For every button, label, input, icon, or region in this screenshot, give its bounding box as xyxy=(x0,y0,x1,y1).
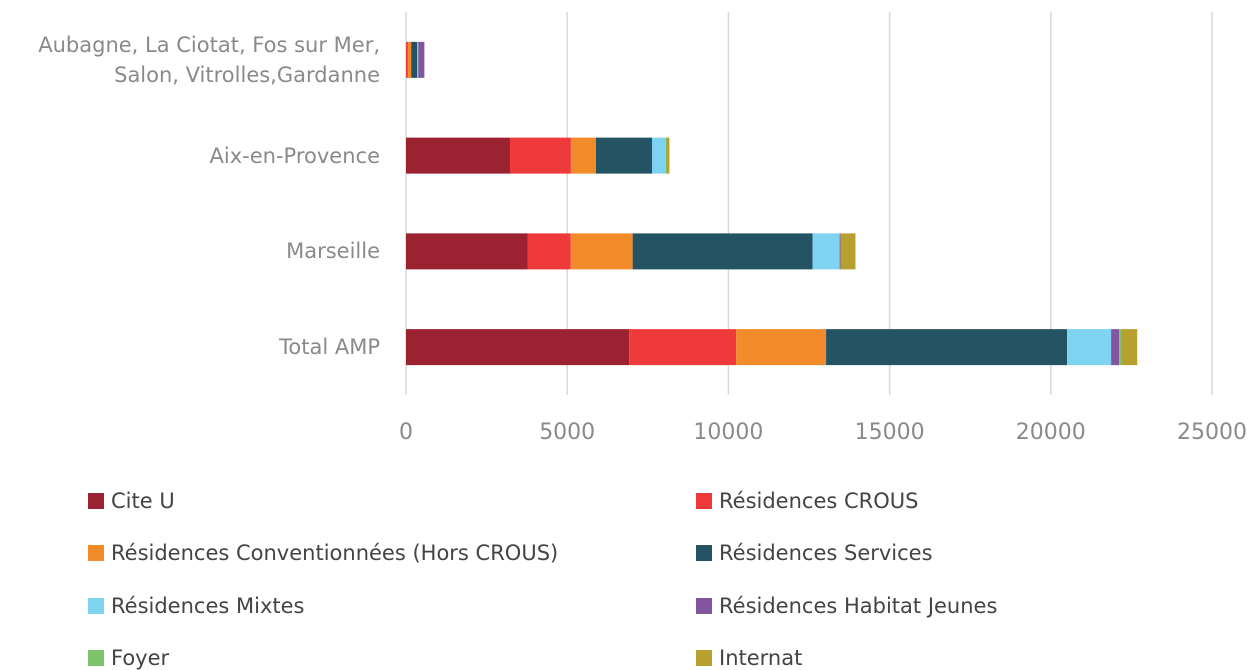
bar-segment xyxy=(570,137,596,174)
y-tick-label: Total AMP xyxy=(279,335,380,360)
legend-swatch xyxy=(696,650,712,666)
bar-segment xyxy=(406,137,510,174)
legend-label: Résidences Conventionnées (Hors CROUS) xyxy=(111,541,558,565)
bar-segment xyxy=(1121,329,1138,366)
legend-label: Internat xyxy=(719,646,802,670)
bar-segment xyxy=(527,233,571,270)
bar-segment xyxy=(406,329,630,366)
x-tick-label: 25000 xyxy=(1177,420,1247,445)
legend-swatch xyxy=(88,650,104,666)
bar-segment xyxy=(595,137,652,174)
bar-segment xyxy=(1067,329,1112,366)
x-tick-label: 5000 xyxy=(539,420,595,445)
bar-segment xyxy=(840,233,856,270)
x-tick-label: 0 xyxy=(399,420,413,445)
bar-segment xyxy=(665,137,667,174)
y-tick-label: Aubagne, La Ciotat, Fos sur Mer, Salon, … xyxy=(38,32,380,87)
bar-segment xyxy=(629,329,737,366)
legend-swatch xyxy=(88,598,104,614)
legend-label: Résidences CROUS xyxy=(719,489,918,513)
legend-swatch xyxy=(696,598,712,614)
legend-label: Résidences Mixtes xyxy=(111,594,304,618)
y-tick-label: Marseille xyxy=(286,239,380,264)
bar-segment xyxy=(812,233,840,270)
x-tick-label: 15000 xyxy=(855,420,925,445)
bar-segment xyxy=(666,137,670,174)
bar-segment xyxy=(839,233,841,270)
legend-label: Résidences Habitat Jeunes xyxy=(719,594,997,618)
legend-swatch xyxy=(88,545,104,561)
bar-segment xyxy=(1119,329,1122,366)
y-tick-label: Aix-en-Provence xyxy=(209,143,380,168)
bar-segment xyxy=(570,233,633,270)
legend-label: Foyer xyxy=(111,646,170,670)
legend-label: Cite U xyxy=(111,489,175,513)
bar-segment xyxy=(509,137,571,174)
legend-swatch xyxy=(696,493,712,509)
bar-segment xyxy=(632,233,813,270)
legend-swatch xyxy=(88,493,104,509)
bar-segment xyxy=(407,41,412,78)
bar-segment xyxy=(418,41,425,78)
x-tick-label: 20000 xyxy=(1016,420,1086,445)
bar-segment xyxy=(826,329,1068,366)
bar-segment xyxy=(406,233,528,270)
bar-segment xyxy=(406,41,408,78)
x-tick-label: 10000 xyxy=(693,420,763,445)
legend-swatch xyxy=(696,545,712,561)
bar-segment xyxy=(417,41,419,78)
bar-segment xyxy=(736,329,827,366)
bar-segment xyxy=(651,137,666,174)
bar-segment xyxy=(411,41,418,78)
bar-segment xyxy=(1111,329,1120,366)
legend-label: Résidences Services xyxy=(719,541,933,565)
